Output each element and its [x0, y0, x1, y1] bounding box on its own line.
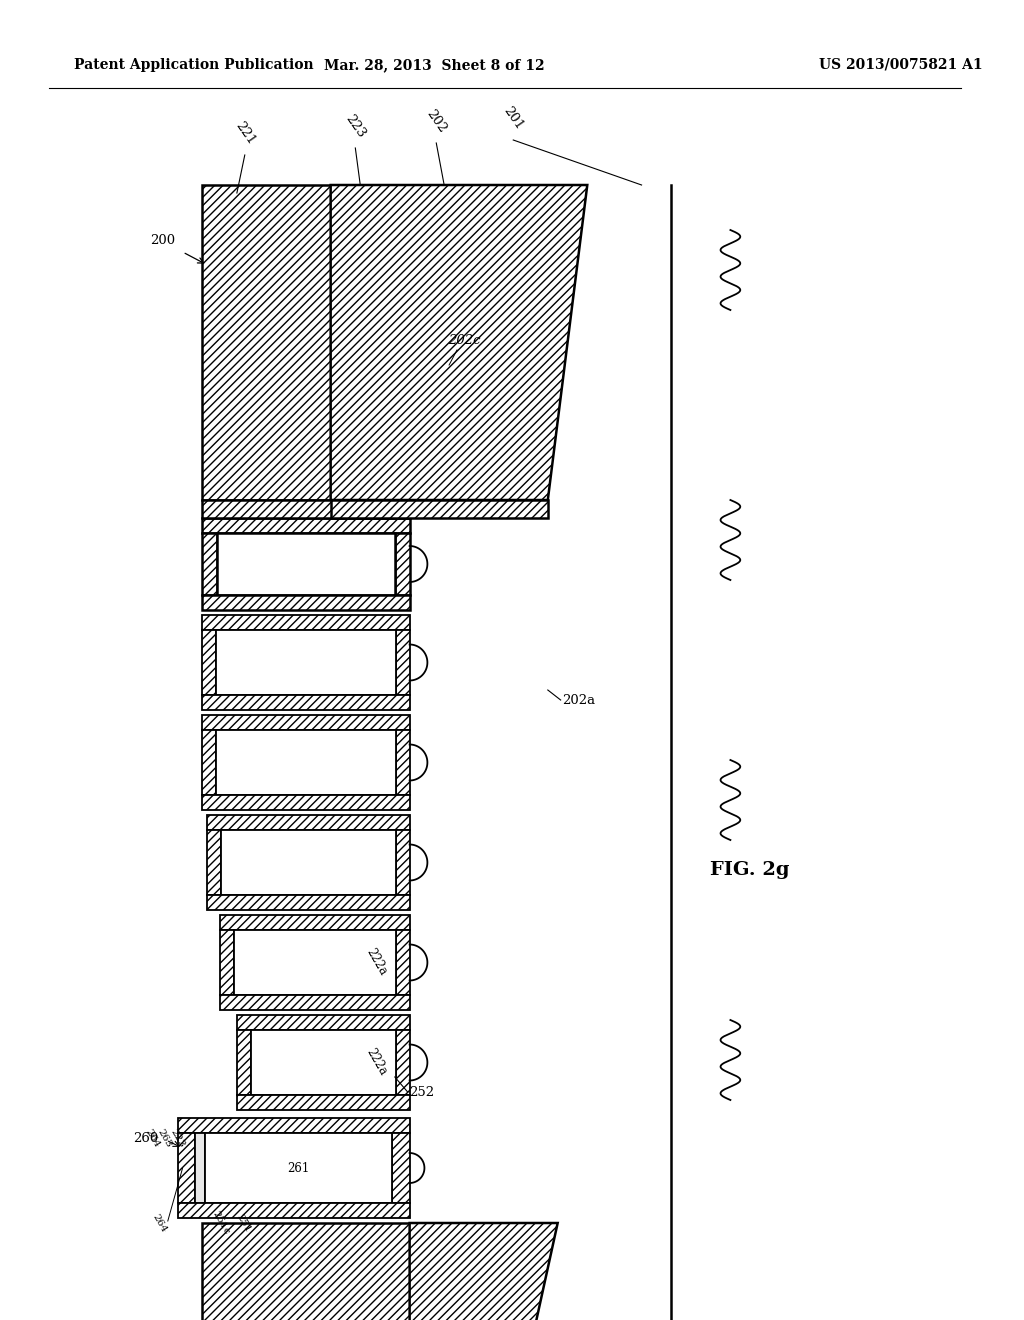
Bar [207, 830, 221, 895]
Text: Patent Application Publication: Patent Application Publication [74, 58, 313, 73]
Bar [207, 895, 410, 909]
Bar [233, 931, 396, 995]
Text: 222a: 222a [365, 1047, 390, 1078]
Text: US 2013/0075821 A1: US 2013/0075821 A1 [819, 58, 983, 73]
Bar [396, 730, 410, 795]
Text: 202: 202 [424, 107, 449, 135]
Text: 264: 264 [143, 1127, 161, 1148]
Bar [203, 730, 216, 795]
Bar [237, 1030, 251, 1096]
Bar [203, 595, 410, 610]
Text: 201: 201 [501, 104, 525, 132]
Bar [205, 1133, 392, 1203]
Text: 202c: 202c [447, 334, 480, 346]
Text: 200: 200 [151, 234, 175, 247]
Bar [396, 630, 410, 696]
Bar [196, 1133, 205, 1203]
Text: FIG. 2g: FIG. 2g [711, 861, 790, 879]
Bar [220, 995, 410, 1010]
Bar [217, 533, 395, 595]
Polygon shape [410, 1224, 558, 1320]
Bar [203, 630, 216, 696]
Bar [237, 1015, 410, 1030]
Bar [203, 185, 331, 500]
Text: 263: 263 [156, 1127, 174, 1148]
Bar [237, 1096, 410, 1110]
Bar [203, 696, 410, 710]
Text: 260: 260 [133, 1131, 159, 1144]
Bar [178, 1133, 196, 1203]
Bar [216, 630, 396, 696]
Bar [220, 915, 410, 931]
Text: 251: 251 [234, 1212, 253, 1234]
Bar [207, 814, 410, 830]
Bar [251, 1030, 396, 1096]
Polygon shape [331, 185, 588, 500]
Text: 222a: 222a [365, 946, 390, 978]
Bar [178, 1118, 410, 1133]
Text: 223: 223 [343, 112, 368, 140]
Bar [203, 500, 410, 517]
Text: 202a: 202a [562, 693, 596, 706]
Bar [203, 533, 217, 595]
Text: 221: 221 [232, 119, 257, 147]
Bar [396, 830, 410, 895]
Bar [203, 715, 410, 730]
Bar [396, 931, 410, 995]
Bar [395, 533, 410, 595]
Bar [203, 517, 410, 533]
Text: 252: 252 [410, 1085, 435, 1098]
Bar [331, 500, 548, 517]
Bar [203, 795, 410, 810]
Bar [178, 1203, 410, 1218]
Bar [396, 1030, 410, 1096]
Bar [216, 730, 396, 795]
Bar [220, 931, 233, 995]
Text: 261: 261 [287, 1162, 309, 1175]
Bar [221, 830, 396, 895]
Text: Mar. 28, 2013  Sheet 8 of 12: Mar. 28, 2013 Sheet 8 of 12 [324, 58, 545, 73]
Text: 251c: 251c [210, 1209, 230, 1237]
Bar [392, 1133, 410, 1203]
Bar [203, 1224, 410, 1320]
Text: 264: 264 [151, 1212, 169, 1234]
Bar [203, 615, 410, 630]
Text: 223: 223 [169, 1127, 186, 1148]
